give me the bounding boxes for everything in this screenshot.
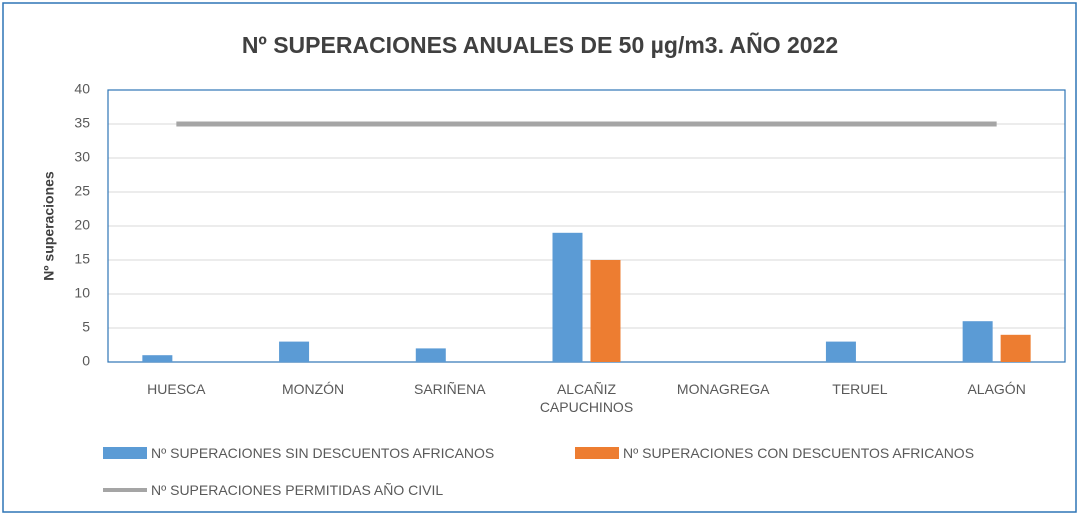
legend-swatch xyxy=(575,447,619,459)
x-tick-label: MONAGREGA xyxy=(676,381,770,397)
legend-item: Nº SUPERACIONES PERMITIDAS AÑO CIVIL xyxy=(103,482,443,498)
y-tick-label: 15 xyxy=(74,251,90,267)
y-tick-label: 35 xyxy=(74,115,90,131)
y-tick-label: 5 xyxy=(82,319,90,335)
x-tick-label: TERUEL xyxy=(832,381,888,397)
bar xyxy=(415,348,446,362)
x-tick-label: MONZÓN xyxy=(281,381,345,397)
y-tick-label: 25 xyxy=(74,183,90,199)
x-tick-label: ALAGÓN xyxy=(967,381,1026,397)
bar xyxy=(279,341,310,362)
bar xyxy=(552,232,583,362)
chart-title: Nº SUPERACIONES ANUALES DE 50 µg/m3. AÑO… xyxy=(242,31,838,58)
bar xyxy=(142,355,173,362)
legend-label: Nº SUPERACIONES PERMITIDAS AÑO CIVIL xyxy=(151,482,444,498)
y-tick-label: 10 xyxy=(74,285,90,301)
bar xyxy=(1000,334,1031,362)
x-tick-label: ALCAÑIZ CAPUCHINOS xyxy=(539,381,634,415)
legend-label: Nº SUPERACIONES CON DESCUENTOS AFRICANOS xyxy=(623,445,975,461)
legend-label: Nº SUPERACIONES SIN DESCUENTOS AFRICANOS xyxy=(151,445,495,461)
y-tick-label: 30 xyxy=(74,149,90,165)
legend-swatch xyxy=(103,488,147,492)
y-axis-label: Nº superaciones xyxy=(41,171,57,281)
bar xyxy=(962,321,993,362)
bar xyxy=(825,341,856,362)
plot-area xyxy=(107,89,1066,363)
x-tick-label: HUESCA xyxy=(147,381,206,397)
y-tick-label: 40 xyxy=(74,81,90,97)
legend-item: Nº SUPERACIONES SIN DESCUENTOS AFRICANOS xyxy=(103,445,494,461)
legend-swatch xyxy=(103,447,147,459)
legend-item: Nº SUPERACIONES CON DESCUENTOS AFRICANOS xyxy=(575,445,974,461)
y-tick-label: 0 xyxy=(82,353,90,369)
x-tick-label: SARIÑENA xyxy=(413,381,486,397)
bar xyxy=(590,260,621,362)
y-tick-label: 20 xyxy=(74,217,90,233)
